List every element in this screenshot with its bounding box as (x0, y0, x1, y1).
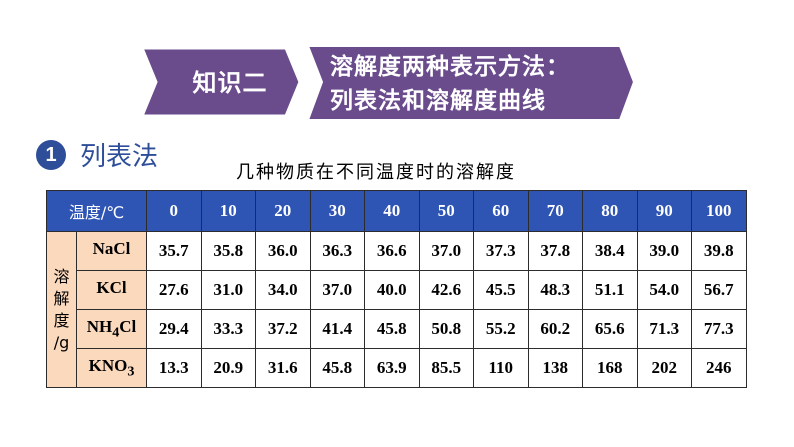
value-cell: 246 (691, 348, 747, 388)
side-label-cell: 溶解度/g (46, 231, 77, 388)
substance-name: KNO3 (76, 348, 147, 388)
table-header-row: 温度/℃ 0 10 20 30 40 50 60 70 80 90 100 (46, 190, 747, 232)
corner-label: 温度/℃ (46, 190, 147, 232)
value-cell: 40.0 (364, 270, 420, 310)
value-cell: 13.3 (146, 348, 202, 388)
value-cell: 36.6 (364, 231, 420, 271)
value-cell: 37.3 (473, 231, 529, 271)
value-cell: 33.3 (200, 309, 256, 349)
substance-name: NH4Cl (76, 309, 147, 349)
section-title: 列表法 (80, 142, 159, 172)
value-cell: 39.0 (636, 231, 692, 271)
substance-name: NaCl (76, 231, 147, 271)
temp-header: 100 (691, 190, 747, 232)
value-cell: 54.0 (636, 270, 692, 310)
value-cell: 35.7 (146, 231, 202, 271)
banner-title-line-2: 列表法和溶解度曲线 (330, 88, 546, 114)
temp-header: 0 (146, 190, 202, 232)
value-cell: 202 (636, 348, 692, 388)
side-label: 溶解度/g (53, 266, 70, 352)
solubility-table: 温度/℃ 0 10 20 30 40 50 60 70 80 90 100 溶解… (46, 190, 747, 388)
title-banner (138, 44, 636, 122)
value-cell: 55.2 (473, 309, 529, 349)
banner-tag: 知识二 (192, 69, 268, 97)
value-cell: 35.8 (200, 231, 256, 271)
value-cell: 71.3 (636, 309, 692, 349)
table-row: 溶解度/g NaCl 35.7 35.8 36.0 36.3 36.6 37.0… (46, 231, 747, 388)
value-cell: 36.3 (309, 231, 365, 271)
substance-name: KCl (76, 270, 147, 310)
value-cell: 31.0 (200, 270, 256, 310)
temp-header: 30 (309, 190, 365, 232)
value-cell: 138 (527, 348, 583, 388)
value-cell: 45.8 (309, 348, 365, 388)
value-cell: 37.0 (309, 270, 365, 310)
value-cell: 36.0 (255, 231, 311, 271)
value-cell: 42.6 (418, 270, 474, 310)
value-cell: 41.4 (309, 309, 365, 349)
temp-header: 70 (527, 190, 583, 232)
temp-header: 60 (473, 190, 529, 232)
banner-title-line-1: 溶解度两种表示方法： (330, 54, 570, 80)
value-cell: 37.0 (418, 231, 474, 271)
value-cell: 34.0 (255, 270, 311, 310)
value-cell: 39.8 (691, 231, 747, 271)
table-caption: 几种物质在不同温度时的溶解度 (236, 162, 516, 183)
value-cell: 51.1 (582, 270, 638, 310)
value-cell: 168 (582, 348, 638, 388)
value-cell: 60.2 (527, 309, 583, 349)
value-cell: 56.7 (691, 270, 747, 310)
value-cell: 65.6 (582, 309, 638, 349)
value-cell: 48.3 (527, 270, 583, 310)
temp-header: 90 (636, 190, 692, 232)
temp-header: 80 (582, 190, 638, 232)
value-cell: 85.5 (418, 348, 474, 388)
value-cell: 45.5 (473, 270, 529, 310)
value-cell: 27.6 (146, 270, 202, 310)
value-cell: 20.9 (200, 348, 256, 388)
temp-header: 10 (200, 190, 256, 232)
table-row: NH4Cl 29.4 33.3 37.2 41.4 45.8 50.8 55.2… (47, 309, 747, 349)
value-cell: 37.2 (255, 309, 311, 349)
table-row: KCl 27.6 31.0 34.0 37.0 40.0 42.6 45.5 4… (47, 270, 747, 310)
value-cell: 45.8 (364, 309, 420, 349)
temp-header: 40 (364, 190, 420, 232)
value-cell: 31.6 (255, 348, 311, 388)
value-cell: 77.3 (691, 309, 747, 349)
temp-header: 20 (255, 190, 311, 232)
temp-header: 50 (418, 190, 474, 232)
value-cell: 50.8 (418, 309, 474, 349)
value-cell: 29.4 (146, 309, 202, 349)
value-cell: 63.9 (364, 348, 420, 388)
section-number-badge: 1 (36, 140, 66, 170)
table-row: KNO3 13.3 20.9 31.6 45.8 63.9 85.5 110 1… (47, 348, 747, 388)
value-cell: 37.8 (527, 231, 583, 271)
value-cell: 38.4 (582, 231, 638, 271)
value-cell: 110 (473, 348, 529, 388)
